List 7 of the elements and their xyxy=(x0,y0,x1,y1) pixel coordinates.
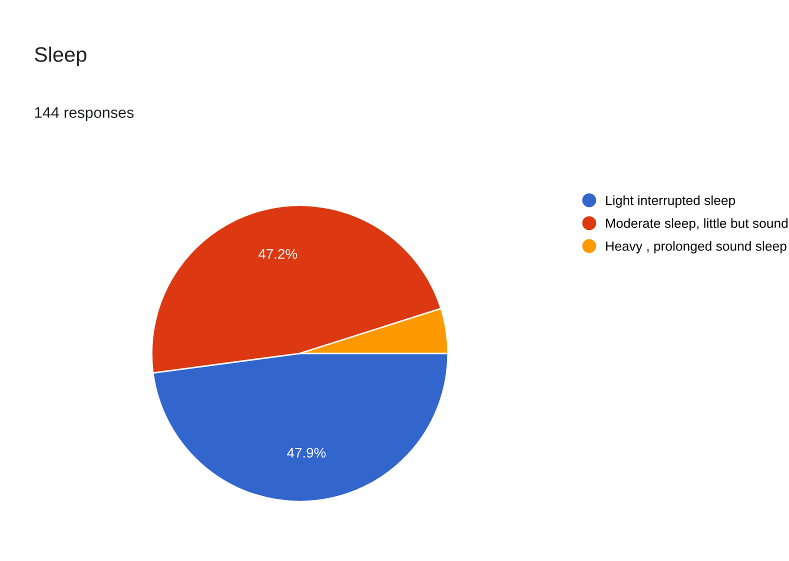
legend-label: Light interrupted sleep xyxy=(606,195,736,208)
chart-subtitle: 144 responses xyxy=(35,107,134,121)
chart-title: Sleep xyxy=(34,46,86,66)
data-label: 47.2% xyxy=(258,249,298,259)
legend-label: Moderate sleep, little but sound xyxy=(606,218,788,231)
data-label: 47.9% xyxy=(287,448,326,458)
legend-label: Heavy , prolonged sound sleep xyxy=(606,241,786,254)
